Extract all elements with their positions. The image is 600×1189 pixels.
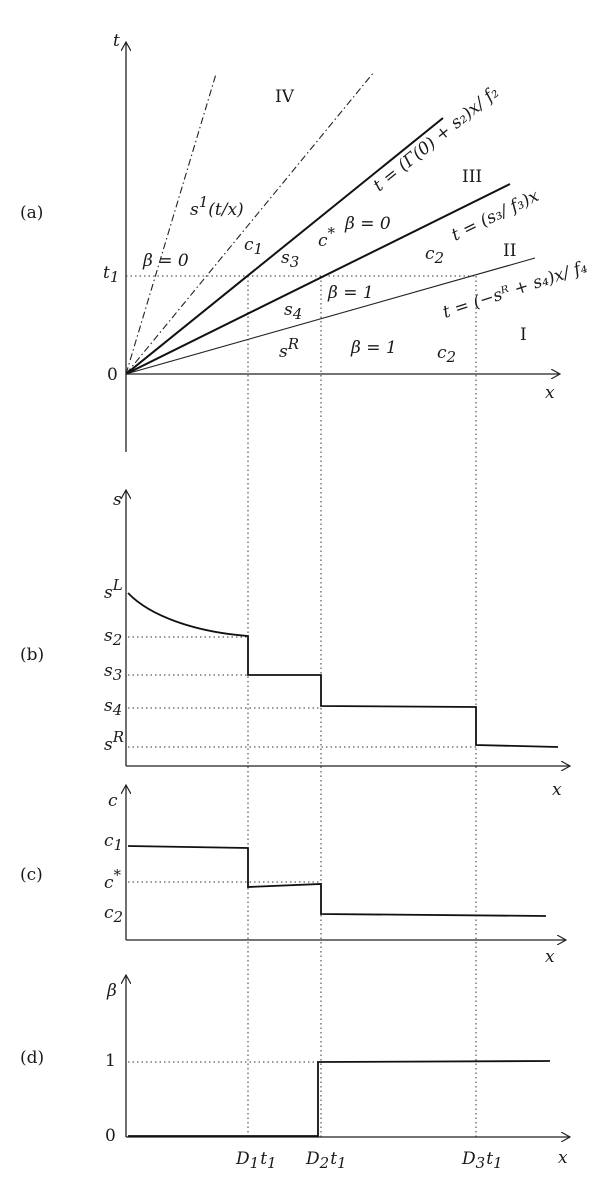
tick-s4: s4 — [104, 696, 122, 719]
tick-c1: c1 — [104, 831, 123, 854]
tick-cstar: c* — [104, 866, 122, 893]
tick-s2: s2 — [104, 626, 122, 649]
s-axis-label: s — [113, 490, 122, 510]
region-IV: IV — [275, 87, 295, 107]
xtick-D1t1: D1t1 — [235, 1149, 277, 1172]
label-sR: sR — [279, 335, 299, 362]
tick-zero: 0 — [105, 1126, 116, 1146]
beta1-upper: β = 1 — [327, 283, 374, 303]
panel-a: t x 0 t1 IV III II I s1(t/x) β = 0 β = 0… — [103, 31, 590, 452]
eq-line-upper: t = (Γ(0) + s₂)x/ f₂ — [370, 82, 504, 195]
c-profile — [127, 845, 547, 917]
label-cstar: c* — [318, 224, 336, 251]
xtick-D3t1: D3t1 — [461, 1149, 503, 1172]
origin-label: 0 — [107, 365, 118, 385]
tick-sL: sL — [104, 576, 123, 603]
label-c2-upper: c2 — [425, 244, 444, 267]
fan-label: s1(t/x) — [190, 193, 244, 220]
panel-d: β x 1 0 D1t1 D2t1 D3t1 — [105, 975, 570, 1172]
t1-label: t1 — [103, 263, 119, 286]
xtick-D2t1: D2t1 — [305, 1149, 347, 1172]
panel-c: c x c1 c* c2 — [104, 785, 566, 967]
beta1-lower: β = 1 — [350, 338, 397, 358]
line-mid — [125, 183, 511, 375]
s-profile — [127, 592, 559, 748]
beta-profile — [128, 1060, 551, 1137]
panel-label-c: (c) — [20, 865, 43, 885]
t-axis-label: t — [113, 31, 120, 51]
tick-c2: c2 — [104, 903, 123, 926]
x-axis-label-a: x — [545, 383, 555, 403]
panel-label-b: (b) — [20, 645, 44, 665]
panel-label-d: (d) — [20, 1048, 44, 1068]
region-II: II — [503, 241, 516, 261]
fan-line-shallow — [125, 71, 375, 375]
beta0-left: β = 0 — [142, 251, 189, 271]
beta-axis-label: β — [106, 981, 117, 1001]
label-c2-lower: c2 — [437, 343, 456, 366]
eq-line-mid: t = (s₃/ f₃)x — [448, 186, 542, 246]
x-axis-label-c: x — [545, 947, 555, 967]
tick-one: 1 — [105, 1051, 116, 1071]
x-axis-label-b: x — [552, 780, 562, 800]
region-I: I — [520, 325, 527, 345]
line-upper — [125, 117, 444, 375]
label-c1: c1 — [244, 235, 263, 258]
panel-b: s x sL s2 s3 s4 sR — [104, 490, 570, 800]
eq-line-lower: t = (−sᴿ + s₄)x/ f₄ — [440, 257, 590, 323]
panel-label-a: (a) — [20, 203, 43, 223]
fan-line-steep — [125, 73, 217, 375]
line-lower — [125, 257, 536, 375]
label-s4: s4 — [284, 300, 302, 323]
region-III: III — [462, 167, 482, 187]
c-axis-label: c — [108, 791, 118, 811]
x-axis-label-d: x — [558, 1148, 568, 1168]
tick-sR: sR — [104, 728, 124, 755]
tick-s3: s3 — [104, 661, 122, 684]
beta0-mid: β = 0 — [344, 214, 391, 234]
label-s3: s3 — [281, 248, 299, 271]
